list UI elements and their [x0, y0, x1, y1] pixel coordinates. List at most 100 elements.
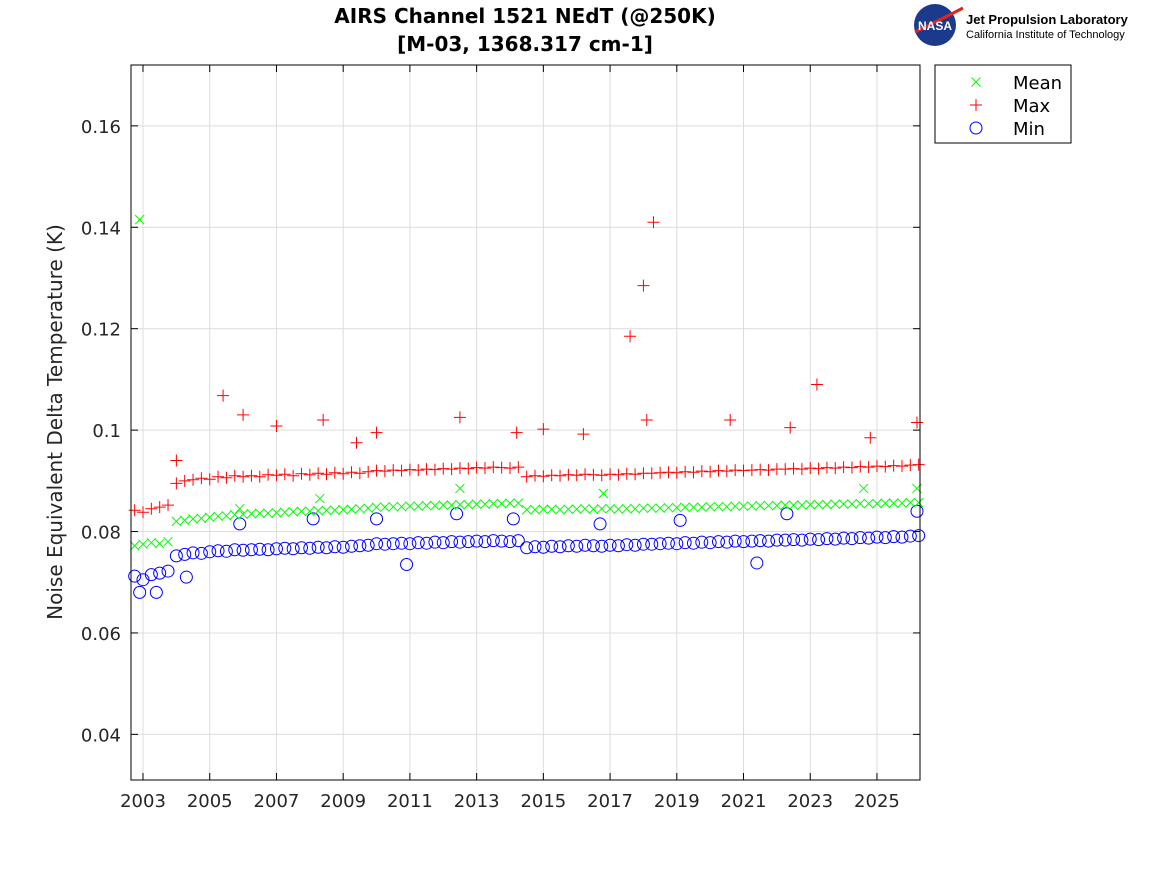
min-point	[403, 537, 417, 551]
max-point	[554, 469, 567, 482]
min-point	[311, 540, 325, 554]
max-point	[829, 462, 842, 475]
min-point	[294, 541, 308, 555]
mean-point	[872, 498, 882, 509]
min-outlier-point	[179, 570, 193, 584]
mean-point	[855, 498, 866, 509]
max-point	[579, 468, 592, 481]
max-point	[912, 458, 925, 471]
mean-point	[638, 503, 649, 514]
y-tick-label: 0.12	[81, 320, 121, 341]
mean-point	[213, 511, 223, 522]
max-point	[203, 473, 216, 486]
max-point	[478, 462, 491, 475]
max-point	[712, 464, 725, 477]
min-outlier-point	[450, 507, 464, 521]
min-point	[453, 535, 467, 549]
mean-point	[154, 538, 165, 549]
max-point	[370, 464, 383, 477]
max-outlier-point	[510, 426, 523, 439]
min-outlier-point	[400, 557, 414, 571]
min-point	[528, 540, 542, 554]
max-point	[620, 467, 633, 480]
mean-point	[805, 499, 816, 510]
max-outlier-point	[537, 423, 550, 436]
min-point	[219, 544, 233, 558]
min-point	[370, 537, 384, 551]
mean-outlier-point	[598, 488, 609, 499]
mean-point	[321, 505, 332, 516]
min-point	[353, 539, 367, 553]
mean-point	[705, 501, 716, 512]
max-point	[804, 462, 817, 475]
mean-point	[721, 501, 732, 512]
max-point	[353, 467, 366, 480]
min-outlier-point	[593, 517, 607, 531]
max-point	[662, 466, 675, 479]
min-point	[645, 537, 659, 551]
max-outlier-point	[453, 411, 466, 424]
mean-point	[496, 498, 507, 509]
max-point	[378, 465, 391, 478]
min-point	[461, 535, 475, 549]
max-point	[645, 467, 658, 480]
min-point	[803, 532, 817, 546]
min-point	[720, 535, 734, 549]
mean-point	[713, 501, 724, 512]
min-point	[478, 535, 492, 549]
y-tick-label: 0.04	[81, 725, 121, 746]
max-point	[220, 471, 233, 484]
axis-ticks: 2003 2005 2007 2009 2011 2013 2015 2017 2019 2021…	[81, 65, 920, 812]
x-tick-label: 2019	[654, 791, 700, 812]
min-point	[561, 539, 575, 553]
mean-point	[755, 500, 766, 511]
max-point	[895, 460, 908, 473]
min-point	[895, 530, 909, 544]
mean-point	[438, 500, 449, 511]
min-point	[486, 534, 500, 548]
series-mean	[129, 214, 924, 551]
min-point	[378, 537, 392, 551]
x-tick-label: 2015	[520, 791, 566, 812]
min-point	[361, 538, 375, 552]
mean-point	[563, 504, 574, 515]
mean-point	[596, 503, 607, 514]
x-tick-label: 2023	[787, 791, 833, 812]
mean-outlier-point	[455, 483, 465, 494]
max-point	[262, 468, 275, 481]
mean-point	[571, 504, 582, 515]
mean-point	[530, 504, 540, 515]
mean-point	[138, 539, 148, 550]
y-tick-label: 0.08	[81, 523, 121, 544]
min-point	[536, 540, 550, 554]
mean-point	[847, 499, 857, 509]
mean-point	[780, 500, 791, 511]
chart-title-line2: [M-03, 1368.317 cm-1]	[397, 32, 653, 56]
min-point	[828, 532, 842, 546]
min-point	[470, 534, 484, 548]
min-point	[253, 542, 267, 556]
max-outlier-point	[640, 413, 653, 426]
max-point	[737, 464, 750, 477]
min-point	[753, 534, 767, 548]
max-point	[195, 472, 208, 485]
mean-point	[471, 499, 482, 509]
legend-mean-marker-icon	[971, 77, 981, 87]
mean-point	[430, 500, 440, 511]
min-outlier-point	[370, 512, 384, 526]
legend-max-marker-icon	[970, 99, 982, 111]
min-point	[186, 546, 200, 560]
min-point	[345, 539, 359, 553]
min-point	[236, 543, 250, 557]
max-point	[529, 469, 542, 482]
max-point	[537, 470, 550, 483]
min-point	[203, 545, 217, 559]
max-point	[320, 468, 333, 481]
mean-point	[738, 501, 749, 512]
max-point	[153, 501, 166, 514]
data-marks	[128, 214, 926, 599]
max-point	[303, 468, 316, 481]
max-point	[445, 463, 458, 476]
min-point	[595, 539, 609, 553]
legend-mean-label: Mean	[1013, 73, 1062, 94]
